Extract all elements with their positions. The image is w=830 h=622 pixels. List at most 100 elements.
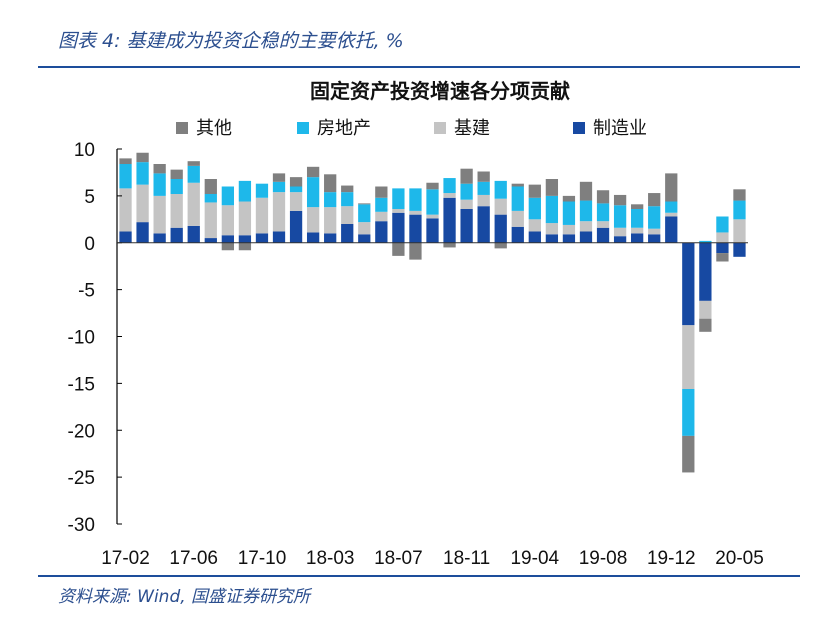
bar-segment xyxy=(392,212,405,243)
bar-segment xyxy=(665,216,678,243)
bar-segment xyxy=(477,171,490,182)
bar-segment xyxy=(204,202,217,239)
bar-segment xyxy=(596,190,610,204)
y-tick-label: -5 xyxy=(78,281,95,302)
bar-segment xyxy=(306,232,320,243)
bar-segment xyxy=(665,201,678,213)
bar-segment xyxy=(682,325,695,389)
bar-segment xyxy=(648,193,661,207)
bar-segment xyxy=(545,179,559,196)
bar-segment xyxy=(648,228,661,235)
bar-segment xyxy=(511,210,524,227)
bar-segment xyxy=(699,300,712,319)
bar-segment xyxy=(375,221,388,243)
bar-segment xyxy=(187,165,200,183)
bar-segment xyxy=(324,174,337,193)
bar-segment xyxy=(341,192,354,207)
bar-segment xyxy=(272,181,286,193)
bar-segment xyxy=(255,233,269,243)
legend-swatch xyxy=(573,122,585,134)
bar-segment xyxy=(375,186,388,198)
bar-segment xyxy=(426,218,439,243)
bar-segment xyxy=(341,224,354,243)
bar-segment xyxy=(733,200,746,220)
bar-segment xyxy=(170,194,183,228)
bar-segment xyxy=(221,242,234,251)
bar-segment xyxy=(153,173,166,196)
bar-segment xyxy=(119,158,132,165)
bar-segment xyxy=(716,242,729,254)
bar-segment xyxy=(324,233,337,243)
x-tick-label: 18-03 xyxy=(306,548,355,569)
bar-segment xyxy=(170,169,183,180)
bar-segment xyxy=(255,197,269,234)
bar-segment xyxy=(511,186,524,211)
bar-segment xyxy=(238,201,252,236)
bar-segment xyxy=(716,253,729,262)
bar-segment xyxy=(545,195,559,224)
bar-segment xyxy=(409,210,422,215)
bar-segment xyxy=(613,205,627,228)
bar-segment xyxy=(460,183,473,200)
bar-segment xyxy=(119,231,132,243)
bar-segment xyxy=(136,152,149,163)
legend-label: 基建 xyxy=(454,118,490,139)
bar-segment xyxy=(238,242,252,251)
bar-segment xyxy=(665,212,678,217)
bar-segment xyxy=(443,242,456,248)
x-tick-label: 19-12 xyxy=(647,548,696,569)
bar-segment xyxy=(358,204,371,223)
axes: 10 5 0 -5 -10 -15 -20 -25 -30 17-02 17-06 17-10 18-0… xyxy=(68,140,764,569)
bar-segment xyxy=(579,200,593,222)
bar-segment xyxy=(631,204,644,209)
bar-segment xyxy=(682,435,695,473)
bar-segment xyxy=(443,193,456,198)
bar-segment xyxy=(306,177,320,208)
bar-segment xyxy=(119,164,132,189)
bar-segment xyxy=(272,231,286,243)
bar-segment xyxy=(511,226,524,243)
x-tick-label: 19-04 xyxy=(510,548,559,569)
bar-segment xyxy=(289,192,303,211)
bar-segment xyxy=(221,186,234,206)
bar-segment xyxy=(716,216,729,233)
bar-segment xyxy=(187,225,200,243)
bar-segment xyxy=(613,194,627,206)
bar-segment xyxy=(289,186,303,193)
bar-segment xyxy=(477,194,490,207)
y-tick-label: -30 xyxy=(68,515,95,536)
bar-segment xyxy=(221,235,234,243)
x-tick-label: 19-08 xyxy=(579,548,628,569)
bar-segment xyxy=(392,209,405,213)
legend-label: 房地产 xyxy=(317,118,371,139)
bar-segment xyxy=(716,232,729,243)
bar-segment xyxy=(511,183,524,187)
bar-segment xyxy=(631,233,644,243)
bar-segment xyxy=(409,242,422,260)
bar-segment xyxy=(477,181,490,195)
bar-segment xyxy=(528,219,541,232)
chart-title: 固定资产投资增速各分项贡献 xyxy=(310,79,570,103)
bar-segment xyxy=(648,234,661,243)
bar-segment xyxy=(324,192,337,208)
bar-segment xyxy=(289,177,303,187)
bar-segment xyxy=(562,195,576,202)
stacked-bar-chart: 固定资产投资增速各分项贡献 其他 房地产 基建 制造业 10 5 0 -5 -10 -15 -20… xyxy=(68,79,764,569)
x-tick-label: 18-07 xyxy=(374,548,423,569)
legend-swatch xyxy=(434,122,446,134)
bar-segment xyxy=(613,236,627,243)
bar-segment xyxy=(733,242,746,257)
top-rule xyxy=(38,66,800,68)
legend-label: 其他 xyxy=(196,118,232,139)
y-tick-label: 0 xyxy=(84,234,95,255)
bar-segment xyxy=(460,199,473,210)
bar-segment xyxy=(562,224,576,235)
bar-segment xyxy=(460,168,473,184)
bar-segment xyxy=(426,182,439,190)
bar-segment xyxy=(460,209,473,243)
bar-segment xyxy=(187,161,200,166)
bar-segment xyxy=(443,178,456,194)
bar-segment xyxy=(545,223,559,235)
bar-segment xyxy=(494,214,507,243)
source-note: 资料来源: Wind, 国盛证券研究所 xyxy=(58,587,311,607)
